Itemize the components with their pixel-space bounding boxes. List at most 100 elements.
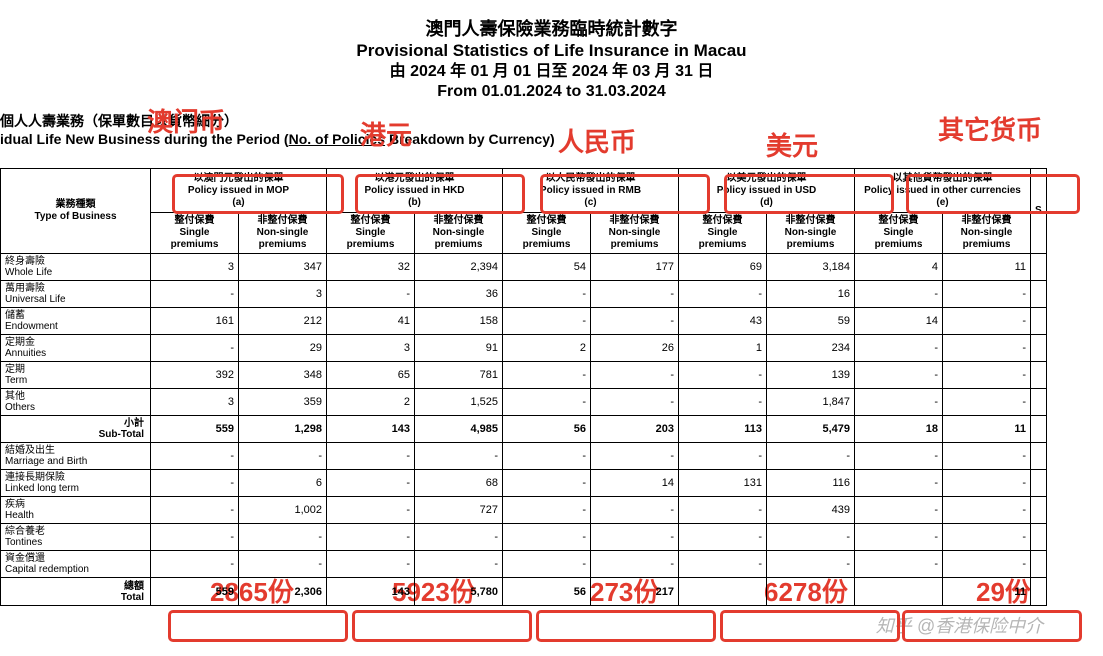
table-row: 連接長期保險Linked long term-6-68-14131116-- [1, 470, 1047, 497]
cell: - [943, 443, 1031, 470]
cell: - [151, 551, 239, 578]
cell: 59 [767, 308, 855, 335]
cell: 212 [239, 308, 327, 335]
highlight-box [168, 610, 348, 642]
cell: 3 [151, 254, 239, 281]
cell: - [591, 524, 679, 551]
cell: 359 [239, 389, 327, 416]
table-row: 綜合養老Tontines---------- [1, 524, 1047, 551]
cell: - [943, 524, 1031, 551]
cell: 5,780 [415, 578, 503, 606]
cell: - [151, 524, 239, 551]
cell: - [591, 497, 679, 524]
cell: 158 [415, 308, 503, 335]
row-label: 綜合養老Tontines [1, 524, 151, 551]
cell: - [503, 470, 591, 497]
table-row: 儲蓄Endowment16121241158--435914- [1, 308, 1047, 335]
row-label: 疾病Health [1, 497, 151, 524]
cell: 131 [679, 470, 767, 497]
annot-hkd: 港元 [360, 115, 412, 152]
cell: - [591, 443, 679, 470]
subtitle: 個人人壽業務（保單數目以貨幣細分） idual Life New Busines… [0, 112, 555, 148]
cell: 559 [151, 578, 239, 606]
cell: 348 [239, 362, 327, 389]
title-zh: 澳門人壽保險業務臨時統計數字 [0, 18, 1103, 40]
tail-cell [1031, 254, 1047, 281]
type-header: 業務種類 Type of Business [1, 169, 151, 254]
tail-cell [1031, 281, 1047, 308]
tail-cell [1031, 362, 1047, 389]
grp-hkd: 以港元發出的保單Policy issued in HKD(b) [327, 169, 503, 213]
cell: - [679, 389, 767, 416]
cell: - [679, 524, 767, 551]
cell: 1,002 [239, 497, 327, 524]
cell: - [943, 362, 1031, 389]
table-row: 小計Sub-Total5591,2981434,985562031135,479… [1, 416, 1047, 443]
cell: 14 [855, 308, 943, 335]
cell: - [327, 281, 415, 308]
cell: 139 [767, 362, 855, 389]
grp-mop: 以澳門元發出的保單Policy issued in MOP(a) [151, 169, 327, 213]
cell: - [503, 524, 591, 551]
cell: - [327, 524, 415, 551]
cell: 781 [415, 362, 503, 389]
header-row-groups: 業務種類 Type of Business 以澳門元發出的保單Policy is… [1, 169, 1047, 213]
cell: 16 [767, 281, 855, 308]
tail-cell [1031, 551, 1047, 578]
cell: - [943, 551, 1031, 578]
cell: - [855, 335, 943, 362]
cell: 203 [591, 416, 679, 443]
subhdr-nonsingle: 非整付保費Non-single premiums [943, 213, 1031, 254]
cell: 43 [679, 308, 767, 335]
cell: 56 [503, 416, 591, 443]
cell [767, 578, 855, 606]
cell: - [151, 335, 239, 362]
cell: 2 [503, 335, 591, 362]
cell: - [855, 524, 943, 551]
cell: 4 [855, 254, 943, 281]
cell: - [503, 308, 591, 335]
cell: - [503, 443, 591, 470]
row-label: 小計Sub-Total [1, 416, 151, 443]
subhdr-single: 整付保費Single premiums [679, 213, 767, 254]
row-label: 總額Total [1, 578, 151, 606]
subhdr-single: 整付保費Single premiums [327, 213, 415, 254]
data-table: 業務種類 Type of Business 以澳門元發出的保單Policy is… [0, 168, 1047, 606]
row-label: 定期Term [1, 362, 151, 389]
table-row: 定期Term39234865781---139-- [1, 362, 1047, 389]
cell: - [679, 281, 767, 308]
cell: - [679, 497, 767, 524]
cell: - [855, 470, 943, 497]
cell: - [503, 281, 591, 308]
cell: 91 [415, 335, 503, 362]
cell: - [591, 362, 679, 389]
subhdr-single: 整付保費Single premiums [855, 213, 943, 254]
cell: 1,525 [415, 389, 503, 416]
highlight-box [720, 610, 900, 642]
table-body: 終身壽險Whole Life3347322,39454177693,184411… [1, 254, 1047, 606]
cell: - [855, 551, 943, 578]
tail-cell [1031, 578, 1047, 606]
annot-usd: 美元 [766, 126, 818, 163]
cell: - [943, 308, 1031, 335]
cell: - [327, 497, 415, 524]
cell [855, 578, 943, 606]
table-row: 結婚及出生Marriage and Birth---------- [1, 443, 1047, 470]
row-label: 定期金Annuities [1, 335, 151, 362]
cell: - [151, 497, 239, 524]
cell: - [327, 443, 415, 470]
cell: - [943, 470, 1031, 497]
cell: 2 [327, 389, 415, 416]
cell: 143 [327, 416, 415, 443]
cell: - [855, 281, 943, 308]
row-label: 連接長期保險Linked long term [1, 470, 151, 497]
period-zh: 由 2024 年 01 月 01 日至 2024 年 03 月 31 日 [0, 62, 1103, 82]
cell: - [591, 389, 679, 416]
subhdr-single: 整付保費Single premiums [151, 213, 239, 254]
cell: 36 [415, 281, 503, 308]
cell: 392 [151, 362, 239, 389]
cell: 56 [503, 578, 591, 606]
subhdr-nonsingle: 非整付保費Non-single premiums [591, 213, 679, 254]
page-root: 澳門人壽保險業務臨時統計數字 Provisional Statistics of… [0, 0, 1103, 656]
row-label: 終身壽險Whole Life [1, 254, 151, 281]
